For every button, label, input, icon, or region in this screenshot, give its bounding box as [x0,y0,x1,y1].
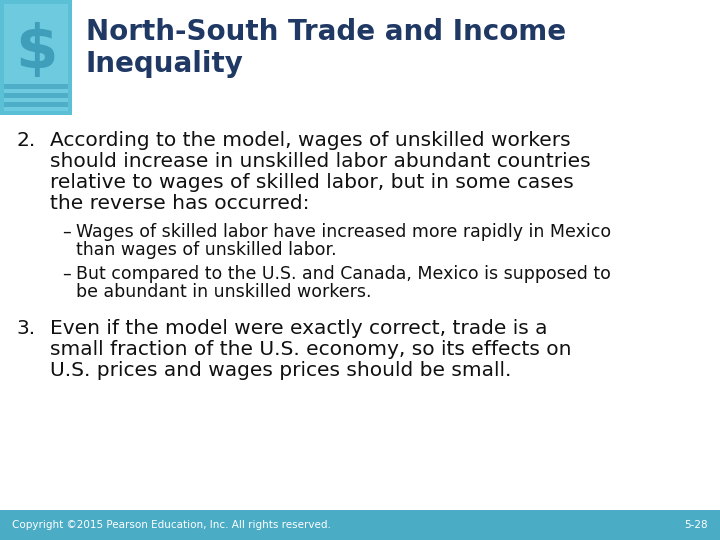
Text: 2.: 2. [16,131,35,150]
Text: According to the model, wages of unskilled workers: According to the model, wages of unskill… [50,131,571,150]
Text: Wages of skilled labor have increased more rapidly in Mexico: Wages of skilled labor have increased mo… [76,223,611,241]
Bar [4,102,68,107]
Text: be abundant in unskilled workers.: be abundant in unskilled workers. [76,283,372,301]
Bar [4,84,68,89]
Text: 3.: 3. [16,319,35,338]
Text: Copyright ©2015 Pearson Education, Inc. All rights reserved.: Copyright ©2015 Pearson Education, Inc. … [12,520,331,530]
Text: But compared to the U.S. and Canada, Mexico is supposed to: But compared to the U.S. and Canada, Mex… [76,265,611,283]
Text: small fraction of the U.S. economy, so its effects on: small fraction of the U.S. economy, so i… [50,340,572,359]
Text: 5-28: 5-28 [685,520,708,530]
Text: –: – [62,265,71,283]
Text: $: $ [14,22,58,81]
Text: should increase in unskilled labor abundant countries: should increase in unskilled labor abund… [50,152,590,171]
Text: Even if the model were exactly correct, trade is a: Even if the model were exactly correct, … [50,319,547,338]
Bar [0,0,72,115]
Bar [4,4,68,111]
Text: –: – [62,223,71,241]
Bar [0,510,720,540]
Text: relative to wages of skilled labor, but in some cases: relative to wages of skilled labor, but … [50,173,574,192]
Text: U.S. prices and wages prices should be small.: U.S. prices and wages prices should be s… [50,361,511,380]
Text: than wages of unskilled labor.: than wages of unskilled labor. [76,241,337,259]
Text: Inequality: Inequality [86,50,244,78]
Text: the reverse has occurred:: the reverse has occurred: [50,194,310,213]
Text: North-South Trade and Income: North-South Trade and Income [86,18,566,46]
Bar [4,93,68,98]
